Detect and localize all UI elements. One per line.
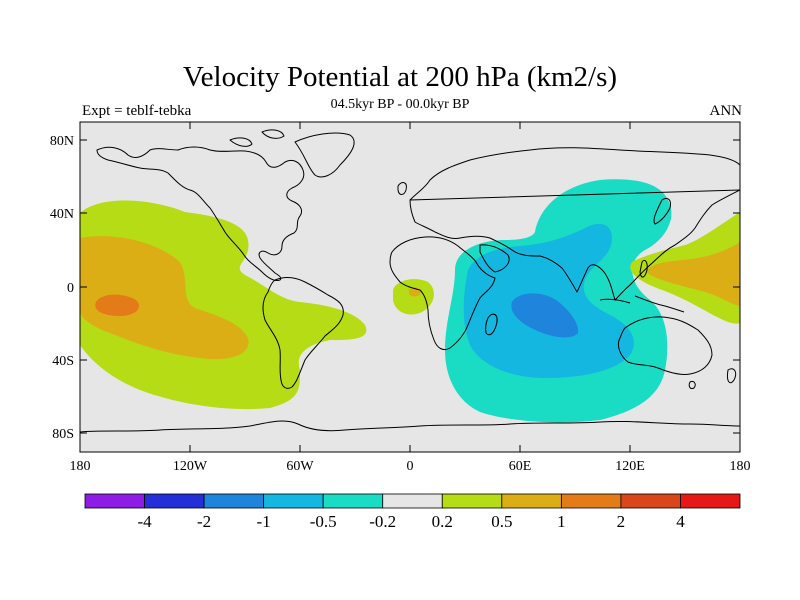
coastlines [80,129,740,433]
season-label: ANN [709,103,743,119]
lat-label-0: 0 [67,281,74,296]
colorbar-swatch [560,493,622,509]
lat-label-40s: 40S [52,354,74,369]
lat-ticks [80,139,740,434]
page-title: Velocity Potential at 200 hPa (km2/s) [182,61,618,93]
colorbar-label: -1 [257,512,271,531]
colorbar-label: 1 [557,512,566,531]
lon-label-120e: 120E [615,459,645,474]
colorbar-label: -2 [197,512,211,531]
contour-east-pacific-1 [95,294,139,316]
contour-guinea-0.2 [393,279,434,315]
lat-label-80s: 80S [52,427,74,442]
lon-label-180e: 180 [730,459,751,474]
contour-indian-ocean-1 [511,293,579,338]
colorbar-label: -0.2 [369,512,396,531]
lat-label-40n: 40N [50,207,74,222]
lon-label-120w: 120W [173,459,208,474]
lon-label-60w: 60W [286,459,314,474]
colorbar-swatch [263,493,324,509]
colorbar-swatch [144,493,205,509]
lon-ticks [79,122,741,452]
colorbar-label: 0.2 [432,512,453,531]
colorbar-swatch [84,493,145,509]
colorbar-swatch [322,493,384,509]
lon-tick-labels: 180 120W 60W 0 60E 120E 180 [70,459,751,474]
colorbar-label: 0.5 [491,512,512,531]
colorbar-swatch [441,493,503,509]
contour-east-pacific-0.5 [80,236,249,360]
lon-label-180w: 180 [70,459,91,474]
colorbar-swatch [382,493,443,509]
colorbar-swatch [680,493,741,509]
colorbar-label: 2 [617,512,626,531]
lon-label-60e: 60E [509,459,532,474]
colorbar-swatch [203,493,265,509]
colorbar-swatch [620,493,681,509]
experiment-label: Expt = teblf-tebka [82,103,192,119]
lat-tick-labels: 80N 40N 0 40S 80S [50,134,74,442]
page-subtitle: 04.5kyr BP - 00.0kyr BP [330,97,470,112]
contour-west-pacific-0.5 [647,242,740,306]
colorbar-label: 4 [676,512,685,531]
lat-label-80n: 80N [50,134,74,149]
colorbar-swatch [501,493,562,509]
colorbar-label: -0.5 [310,512,337,531]
colorbar-label: -4 [137,512,152,531]
lon-label-0: 0 [407,459,414,474]
colorbar: -4 -2 -1 -0.5 -0.2 0.2 0.5 1 2 4 [84,493,741,531]
